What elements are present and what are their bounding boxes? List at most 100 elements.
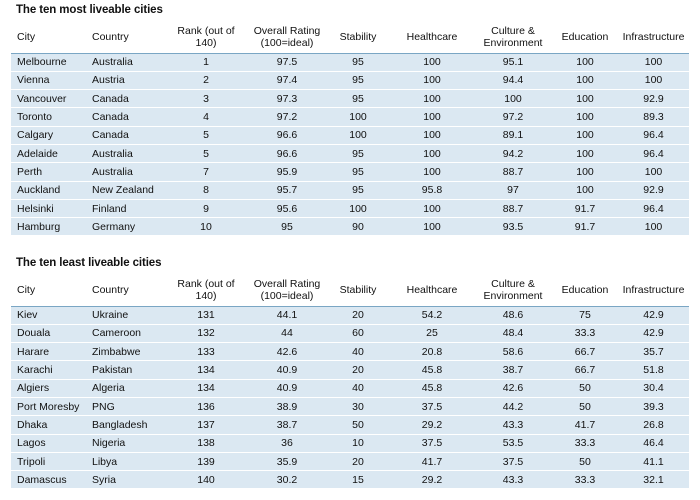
cell-rank: 131 — [164, 306, 248, 325]
cell-overall-rating: 42.6 — [248, 342, 326, 362]
cell-infrastructure: 100 — [618, 217, 689, 237]
cell-city: Douala — [11, 324, 86, 344]
cell-city: Damascus — [11, 470, 86, 490]
table-row: Tripoli Libya 139 35.9 20 41.7 37.5 50 41.1 — [11, 452, 689, 472]
cell-rank: 5 — [164, 126, 248, 145]
header-education: Education — [552, 274, 618, 307]
cell-city: Helsinki — [11, 199, 86, 219]
cell-overall-rating: 95 — [248, 217, 326, 237]
cell-country: Finland — [86, 199, 164, 219]
cell-healthcare: 100 — [390, 71, 474, 91]
cell-education: 100 — [552, 144, 618, 164]
cell-culture-environment: 88.7 — [474, 162, 552, 182]
cell-healthcare: 100 — [390, 162, 474, 182]
cell-stability: 95 — [326, 144, 390, 164]
cell-healthcare: 20.8 — [390, 342, 474, 362]
table-header-row: City Country Rank (out of 140) Overall R… — [11, 274, 689, 307]
cell-culture-environment: 58.6 — [474, 342, 552, 362]
cell-culture-environment: 43.3 — [474, 470, 552, 490]
cell-overall-rating: 95.9 — [248, 162, 326, 182]
cell-city: Calgary — [11, 126, 86, 145]
header-infrastructure: Infrastructure — [618, 21, 689, 54]
cell-infrastructure: 32.1 — [618, 470, 689, 490]
cell-country: Australia — [86, 162, 164, 182]
cell-city: Harare — [11, 342, 86, 362]
table-row: Perth Australia 7 95.9 95 100 88.7 100 100 — [11, 162, 689, 182]
cell-culture-environment: 97 — [474, 181, 552, 200]
cell-education: 100 — [552, 71, 618, 91]
cell-overall-rating: 97.2 — [248, 107, 326, 127]
cell-education: 100 — [552, 89, 618, 109]
cell-infrastructure: 96.4 — [618, 199, 689, 219]
cell-country: Canada — [86, 89, 164, 109]
header-country: Country — [86, 21, 164, 54]
cell-overall-rating: 44 — [248, 324, 326, 344]
cell-infrastructure: 35.7 — [618, 342, 689, 362]
cell-overall-rating: 30.2 — [248, 470, 326, 490]
cell-overall-rating: 38.9 — [248, 397, 326, 417]
cell-city: Melbourne — [11, 53, 86, 72]
cell-city: Karachi — [11, 360, 86, 380]
cell-culture-environment: 100 — [474, 89, 552, 109]
cell-overall-rating: 35.9 — [248, 452, 326, 472]
table-row: Port Moresby PNG 136 38.9 30 37.5 44.2 50 39.3 — [11, 397, 689, 417]
cell-culture-environment: 48.4 — [474, 324, 552, 344]
cell-country: Zimbabwe — [86, 342, 164, 362]
cell-rank: 9 — [164, 199, 248, 219]
table-row: Hamburg Germany 10 95 90 100 93.5 91.7 100 — [11, 217, 689, 237]
table-row: Auckland New Zealand 8 95.7 95 95.8 97 100 92.9 — [11, 181, 689, 200]
cell-rank: 5 — [164, 144, 248, 164]
cell-city: Vancouver — [11, 89, 86, 109]
cell-rank: 8 — [164, 181, 248, 200]
table-row: Dhaka Bangladesh 137 38.7 50 29.2 43.3 41.7 26.8 — [11, 415, 689, 435]
header-healthcare: Healthcare — [390, 21, 474, 54]
cell-rank: 10 — [164, 217, 248, 237]
header-rank: Rank (out of 140) — [164, 21, 248, 54]
cell-stability: 20 — [326, 306, 390, 325]
cell-overall-rating: 40.9 — [248, 379, 326, 398]
table-row: Damascus Syria 140 30.2 15 29.2 43.3 33.3 32.1 — [11, 470, 689, 490]
cell-rank: 133 — [164, 342, 248, 362]
table-row: Karachi Pakistan 134 40.9 20 45.8 38.7 66.7 51.8 — [11, 360, 689, 380]
cell-culture-environment: 94.4 — [474, 71, 552, 91]
cell-city: Auckland — [11, 181, 86, 200]
cell-healthcare: 29.2 — [390, 415, 474, 435]
cell-infrastructure: 100 — [618, 53, 689, 72]
header-stability: Stability — [326, 21, 390, 54]
cell-city: Hamburg — [11, 217, 86, 237]
cell-culture-environment: 94.2 — [474, 144, 552, 164]
table-row: Kiev Ukraine 131 44.1 20 54.2 48.6 75 42.9 — [11, 306, 689, 325]
header-city: City — [11, 274, 86, 307]
cell-stability: 95 — [326, 162, 390, 182]
cell-healthcare: 37.5 — [390, 434, 474, 453]
cell-healthcare: 25 — [390, 324, 474, 344]
cell-infrastructure: 89.3 — [618, 107, 689, 127]
cell-country: Ukraine — [86, 306, 164, 325]
table-row: Douala Cameroon 132 44 60 25 48.4 33.3 42.9 — [11, 324, 689, 344]
cell-city: Adelaide — [11, 144, 86, 164]
cell-healthcare: 100 — [390, 144, 474, 164]
cell-country: Nigeria — [86, 434, 164, 453]
cell-rank: 140 — [164, 470, 248, 490]
cell-rank: 4 — [164, 107, 248, 127]
cell-rank: 132 — [164, 324, 248, 344]
cell-rank: 138 — [164, 434, 248, 453]
cell-country: Austria — [86, 71, 164, 91]
cell-education: 50 — [552, 379, 618, 398]
cell-rank: 134 — [164, 379, 248, 398]
cell-city: Dhaka — [11, 415, 86, 435]
cell-healthcare: 100 — [390, 107, 474, 127]
cell-rank: 137 — [164, 415, 248, 435]
cell-country: Cameroon — [86, 324, 164, 344]
cell-infrastructure: 92.9 — [618, 89, 689, 109]
cell-stability: 40 — [326, 379, 390, 398]
cell-infrastructure: 51.8 — [618, 360, 689, 380]
cell-rank: 134 — [164, 360, 248, 380]
cell-education: 91.7 — [552, 199, 618, 219]
cell-country: Syria — [86, 470, 164, 490]
cell-stability: 100 — [326, 126, 390, 145]
cell-stability: 50 — [326, 415, 390, 435]
cell-infrastructure: 96.4 — [618, 126, 689, 145]
cell-education: 91.7 — [552, 217, 618, 237]
cell-healthcare: 100 — [390, 217, 474, 237]
